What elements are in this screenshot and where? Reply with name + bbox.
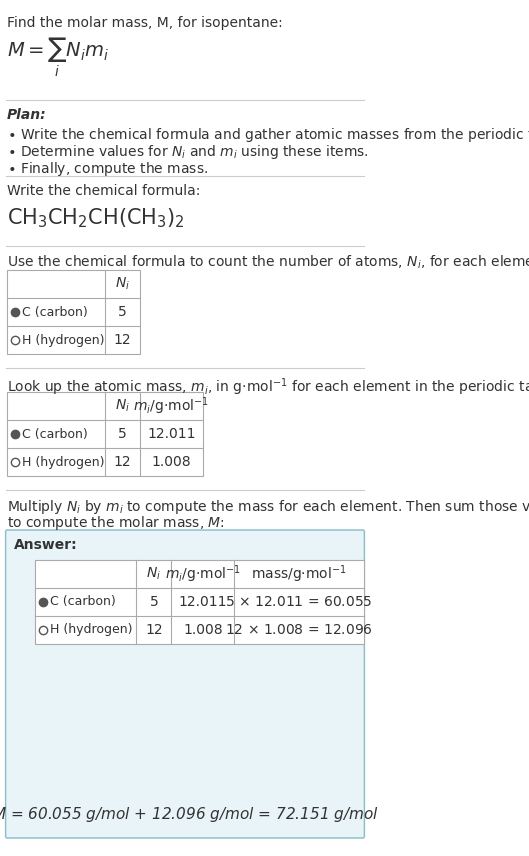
Text: 5: 5	[118, 305, 127, 319]
Text: 1.008: 1.008	[183, 623, 223, 637]
Text: 12.011: 12.011	[179, 595, 227, 609]
Text: Write the chemical formula:: Write the chemical formula:	[7, 184, 200, 198]
Bar	[7, 392, 203, 476]
Text: C (carbon): C (carbon)	[22, 427, 88, 441]
Text: H (hydrogen): H (hydrogen)	[22, 334, 105, 347]
Text: $M = \sum_i N_i m_i$: $M = \sum_i N_i m_i$	[7, 36, 109, 79]
Text: 12.011: 12.011	[147, 427, 196, 441]
Text: C (carbon): C (carbon)	[22, 306, 88, 318]
Text: $N_i$: $N_i$	[115, 276, 130, 292]
Text: to compute the molar mass, $M$:: to compute the molar mass, $M$:	[7, 514, 225, 532]
Text: 1.008: 1.008	[151, 455, 191, 469]
Text: $\bullet$ Finally, compute the mass.: $\bullet$ Finally, compute the mass.	[7, 160, 208, 178]
Text: 12: 12	[114, 455, 131, 469]
Text: $\bullet$ Determine values for $N_i$ and $m_i$ using these items.: $\bullet$ Determine values for $N_i$ and…	[7, 143, 369, 161]
Text: Multiply $N_i$ by $m_i$ to compute the mass for each element. Then sum those val: Multiply $N_i$ by $m_i$ to compute the m…	[7, 498, 529, 516]
Text: Plan:: Plan:	[7, 108, 47, 122]
Text: 5: 5	[118, 427, 127, 441]
FancyBboxPatch shape	[6, 530, 364, 838]
Text: Answer:: Answer:	[14, 538, 78, 552]
Text: $M$ = 60.055 g/mol + 12.096 g/mol = 72.151 g/mol: $M$ = 60.055 g/mol + 12.096 g/mol = 72.1…	[0, 805, 378, 823]
Text: $\mathrm{CH_3CH_2CH(CH_3)_2}$: $\mathrm{CH_3CH_2CH(CH_3)_2}$	[7, 206, 185, 229]
Text: Look up the atomic mass, $m_i$, in g$\cdot$mol$^{-1}$ for each element in the pe: Look up the atomic mass, $m_i$, in g$\cd…	[7, 376, 529, 397]
Text: Use the chemical formula to count the number of atoms, $N_i$, for each element:: Use the chemical formula to count the nu…	[7, 254, 529, 271]
Text: 12: 12	[114, 333, 131, 347]
Bar	[7, 270, 140, 354]
Bar	[35, 560, 364, 644]
Text: $\bullet$ Write the chemical formula and gather atomic masses from the periodic : $\bullet$ Write the chemical formula and…	[7, 126, 529, 144]
Text: H (hydrogen): H (hydrogen)	[22, 455, 105, 468]
Text: 12: 12	[145, 623, 163, 637]
Text: $m_i$/g$\cdot$mol$^{-1}$: $m_i$/g$\cdot$mol$^{-1}$	[165, 563, 241, 585]
Text: mass/g$\cdot$mol$^{-1}$: mass/g$\cdot$mol$^{-1}$	[251, 563, 347, 585]
Text: $N_i$: $N_i$	[147, 566, 161, 582]
Text: Find the molar mass, M, for isopentane:: Find the molar mass, M, for isopentane:	[7, 16, 282, 30]
Text: 5: 5	[150, 595, 158, 609]
Text: 12 $\times$ 1.008 = 12.096: 12 $\times$ 1.008 = 12.096	[225, 623, 373, 637]
Text: $m_i$/g$\cdot$mol$^{-1}$: $m_i$/g$\cdot$mol$^{-1}$	[133, 395, 209, 417]
Text: C (carbon): C (carbon)	[50, 596, 116, 609]
Text: H (hydrogen): H (hydrogen)	[50, 623, 133, 637]
Text: $N_i$: $N_i$	[115, 398, 130, 414]
Text: 5 $\times$ 12.011 = 60.055: 5 $\times$ 12.011 = 60.055	[225, 595, 373, 609]
